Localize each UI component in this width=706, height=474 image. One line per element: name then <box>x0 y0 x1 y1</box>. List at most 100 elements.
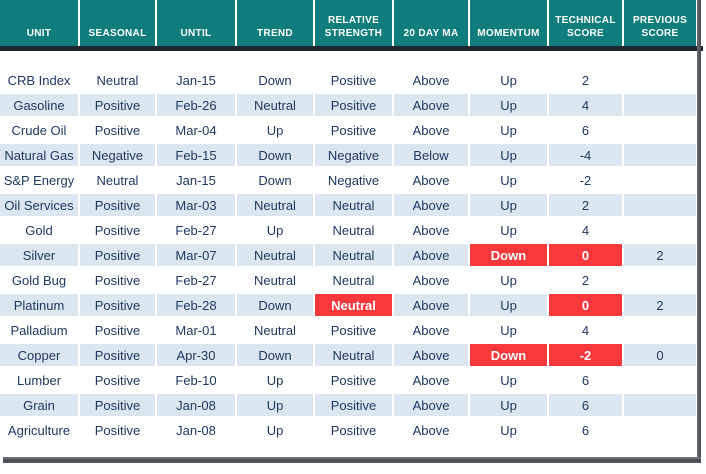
cell-until: Mar-04 <box>157 119 235 141</box>
cell-unit: Palladium <box>0 319 78 341</box>
cell-trend: Neutral <box>237 244 313 266</box>
cell-previous_score <box>624 269 696 291</box>
cell-ma_20: Above <box>394 269 468 291</box>
cell-trend: Up <box>237 419 313 441</box>
cell-unit: Grain <box>0 394 78 416</box>
column-header-previous_score: PREVIOUS SCORE <box>624 0 696 46</box>
column-header-trend: TREND <box>237 0 313 46</box>
cell-until: Feb-15 <box>157 144 235 166</box>
cell-relative_strength: Positive <box>315 369 392 391</box>
cell-unit: Gasoline <box>0 94 78 116</box>
cell-until: Feb-27 <box>157 269 235 291</box>
cell-technical_score: 4 <box>549 94 622 116</box>
column-header-label: SEASONAL <box>88 28 147 39</box>
cell-until: Feb-27 <box>157 219 235 241</box>
cell-unit: Platinum <box>0 294 78 316</box>
cell-ma_20: Above <box>394 194 468 216</box>
cell-relative_strength: Positive <box>315 94 392 116</box>
cell-previous_score <box>624 144 696 166</box>
cell-momentum: Down <box>470 344 547 366</box>
cell-technical_score: -2 <box>549 344 622 366</box>
column-header-ma_20: 20 DAY MA <box>394 0 468 46</box>
cell-relative_strength: Neutral <box>315 244 392 266</box>
cell-relative_strength: Positive <box>315 394 392 416</box>
cell-seasonal: Positive <box>80 344 155 366</box>
column-header-seasonal: SEASONAL <box>80 0 155 46</box>
cell-seasonal: Positive <box>80 94 155 116</box>
cell-technical_score: 4 <box>549 219 622 241</box>
column-header-label: RELATIVE STRENGTH <box>324 15 383 39</box>
cell-until: Jan-08 <box>157 419 235 441</box>
column-header-unit: UNIT <box>0 0 78 46</box>
cell-ma_20: Above <box>394 419 468 441</box>
cell-seasonal: Positive <box>80 294 155 316</box>
cell-previous_score: 2 <box>624 244 696 266</box>
column-header-momentum: MOMENTUM <box>470 0 547 46</box>
cell-momentum: Up <box>470 419 547 441</box>
column-header-label: 20 DAY MA <box>403 28 459 39</box>
column-header-label: UNTIL <box>180 28 212 39</box>
cell-trend: Down <box>237 144 313 166</box>
cell-trend: Down <box>237 294 313 316</box>
cell-seasonal: Positive <box>80 419 155 441</box>
cell-previous_score <box>624 94 696 116</box>
cell-trend: Neutral <box>237 94 313 116</box>
cell-technical_score: 0 <box>549 294 622 316</box>
cell-previous_score <box>624 69 696 91</box>
cell-seasonal: Positive <box>80 119 155 141</box>
cell-until: Mar-07 <box>157 244 235 266</box>
cell-previous_score <box>624 119 696 141</box>
cell-technical_score: -4 <box>549 144 622 166</box>
cell-previous_score: 0 <box>624 344 696 366</box>
cell-unit: CRB Index <box>0 69 78 91</box>
cell-trend: Neutral <box>237 269 313 291</box>
cell-previous_score <box>624 369 696 391</box>
cell-trend: Down <box>237 344 313 366</box>
cell-ma_20: Above <box>394 119 468 141</box>
cell-ma_20: Above <box>394 169 468 191</box>
cell-unit: Natural Gas <box>0 144 78 166</box>
cell-momentum: Up <box>470 369 547 391</box>
cell-unit: S&P Energy <box>0 169 78 191</box>
cell-ma_20: Above <box>394 294 468 316</box>
cell-trend: Up <box>237 219 313 241</box>
cell-trend: Neutral <box>237 194 313 216</box>
cell-seasonal: Positive <box>80 219 155 241</box>
cell-previous_score <box>624 419 696 441</box>
cell-technical_score: 4 <box>549 319 622 341</box>
column-header-label: TECHNICAL SCORE <box>555 15 616 39</box>
cell-trend: Neutral <box>237 319 313 341</box>
cell-momentum: Up <box>470 394 547 416</box>
cell-technical_score: 2 <box>549 269 622 291</box>
column-header-technical_score: TECHNICAL SCORE <box>549 0 622 46</box>
cell-seasonal: Positive <box>80 369 155 391</box>
cell-technical_score: 0 <box>549 244 622 266</box>
cell-ma_20: Below <box>394 144 468 166</box>
cell-momentum: Up <box>470 94 547 116</box>
cell-until: Feb-26 <box>157 94 235 116</box>
cell-relative_strength: Positive <box>315 419 392 441</box>
cell-unit: Agriculture <box>0 419 78 441</box>
cell-technical_score: 2 <box>549 69 622 91</box>
cell-ma_20: Above <box>394 394 468 416</box>
cell-previous_score <box>624 219 696 241</box>
cell-previous_score <box>624 394 696 416</box>
cell-momentum: Up <box>470 144 547 166</box>
cell-relative_strength: Neutral <box>315 344 392 366</box>
cell-trend: Down <box>237 169 313 191</box>
cell-unit: Lumber <box>0 369 78 391</box>
cell-relative_strength: Neutral <box>315 219 392 241</box>
bottom-shadow <box>3 457 701 463</box>
table-header-row: UNIT SEASONAL UNTIL TREND RELATIVE STRENGTH 2… <box>0 0 696 46</box>
cell-until: Feb-28 <box>157 294 235 316</box>
cell-trend: Up <box>237 119 313 141</box>
cell-ma_20: Above <box>394 244 468 266</box>
cell-technical_score: 6 <box>549 119 622 141</box>
cell-relative_strength: Neutral <box>315 194 392 216</box>
cell-ma_20: Above <box>394 344 468 366</box>
cell-until: Jan-08 <box>157 394 235 416</box>
cell-ma_20: Above <box>394 319 468 341</box>
cell-ma_20: Above <box>394 94 468 116</box>
cell-until: Jan-15 <box>157 169 235 191</box>
column-header-label: PREVIOUS SCORE <box>632 15 688 39</box>
